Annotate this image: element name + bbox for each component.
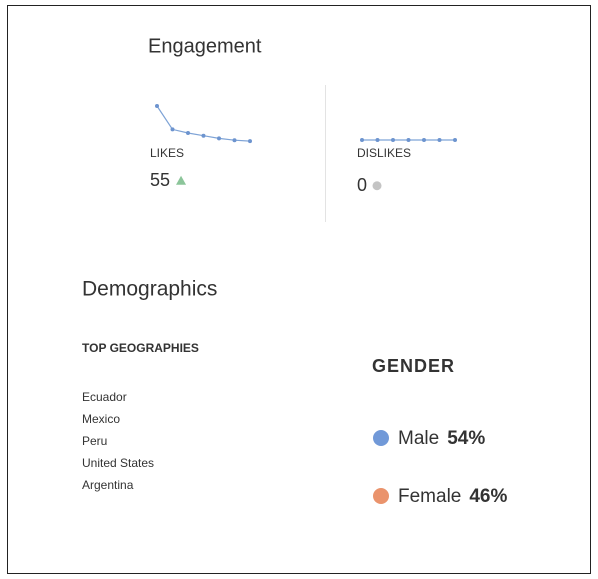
- likes-label: LIKES: [150, 146, 184, 160]
- engagement-title: Engagement: [148, 35, 262, 57]
- geography-item: Mexico: [82, 412, 120, 426]
- likes-value: 55: [150, 170, 170, 190]
- sparkline-point: [375, 138, 380, 142]
- sparkline-point: [201, 133, 206, 138]
- gender-title: GENDER: [372, 356, 455, 376]
- sparkline-point: [422, 138, 426, 142]
- sparkline-point: [437, 138, 442, 142]
- gender-name: Female: [398, 486, 461, 507]
- gender-name: Male: [398, 428, 439, 449]
- sparkline-point: [248, 139, 252, 144]
- sparkline-point: [406, 138, 411, 142]
- gender-value: 46%: [469, 486, 507, 507]
- sparkline-point: [453, 138, 457, 142]
- sparkline-point: [232, 138, 237, 143]
- trend-up-icon: [176, 175, 187, 185]
- dislikes-value: 0: [357, 175, 367, 195]
- gender-dot: [373, 430, 389, 446]
- geography-item: United States: [82, 456, 154, 470]
- sparkline-point: [360, 138, 364, 142]
- sparkline-point: [391, 138, 395, 142]
- geography-item: Argentina: [82, 478, 134, 492]
- geographies-title: TOP GEOGRAPHIES: [82, 341, 199, 355]
- panel-border: [7, 5, 591, 574]
- sparkline-point: [186, 131, 190, 135]
- gender-value: 54%: [447, 428, 485, 449]
- sparkline-point: [155, 104, 159, 108]
- neutral-icon: [372, 181, 382, 191]
- demographics-title: Demographics: [82, 278, 217, 301]
- dislikes-label: DISLIKES: [357, 146, 411, 160]
- sparkline-point: [217, 136, 221, 141]
- sparkline-point: [170, 127, 175, 132]
- geography-item: Peru: [82, 434, 107, 448]
- geography-item: Ecuador: [82, 390, 127, 404]
- gender-dot: [373, 488, 389, 504]
